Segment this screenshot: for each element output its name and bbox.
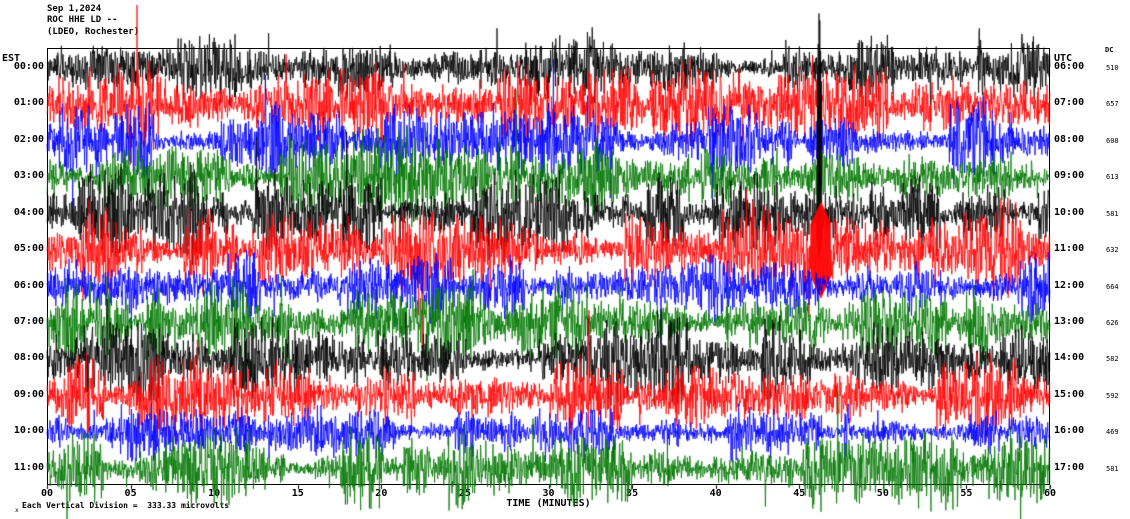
- right-hour-label: 12:00: [1054, 279, 1085, 291]
- left-hour-label: 03:00: [13, 170, 44, 182]
- right-hour-label: 11:00: [1054, 243, 1085, 255]
- right-hour-label: 15:00: [1054, 388, 1085, 400]
- left-hour-label: 01:00: [13, 97, 44, 109]
- right-hour-label: 09:00: [1054, 170, 1085, 182]
- right-hour-label: 16:00: [1054, 425, 1085, 437]
- right-hour-label: 08:00: [1054, 133, 1085, 145]
- right-hour-label: 14:00: [1054, 352, 1085, 364]
- dc-value: 592: [1106, 391, 1119, 400]
- dc-value: 632: [1106, 246, 1119, 255]
- dc-value: 582: [1106, 355, 1119, 364]
- left-hour-label: 09:00: [13, 388, 44, 400]
- dc-value: 626: [1106, 318, 1119, 327]
- left-hour-label: 11:00: [13, 461, 44, 473]
- left-hour-label: 00:00: [13, 61, 44, 73]
- right-hour-label: 17:00: [1054, 461, 1085, 473]
- station-label: ROC HHE LD --: [47, 15, 118, 25]
- dc-value: 608: [1106, 136, 1119, 145]
- right-hour-label: 13:00: [1054, 315, 1085, 327]
- right-hour-label: 10:00: [1054, 206, 1085, 218]
- location-label: (LDEO, Rochester): [47, 27, 140, 37]
- dc-axis-title: DC: [1105, 46, 1114, 54]
- scale-note: Each Vertical Division = 333.33 microvol…: [22, 501, 230, 510]
- dc-value: 581: [1106, 209, 1119, 218]
- plot-area: [47, 48, 1050, 485]
- left-hour-label: 05:00: [13, 243, 44, 255]
- dc-value: 469: [1106, 428, 1119, 437]
- left-hour-label: 04:00: [13, 206, 44, 218]
- dc-value: 664: [1106, 282, 1119, 291]
- dc-value: 581: [1106, 464, 1119, 473]
- left-hour-label: 07:00: [13, 315, 44, 327]
- left-hour-label: 10:00: [13, 425, 44, 437]
- dc-value: 657: [1106, 100, 1119, 109]
- dc-value: 510: [1106, 64, 1119, 73]
- left-hour-label: 02:00: [13, 133, 44, 145]
- left-hour-label: 08:00: [13, 352, 44, 364]
- dc-value: 613: [1106, 173, 1119, 182]
- right-hour-label: 06:00: [1054, 61, 1085, 73]
- left-hour-label: 06:00: [13, 279, 44, 291]
- axis-marker: x: [15, 507, 19, 514]
- date-label: Sep 1,2024: [47, 4, 102, 14]
- right-hour-label: 07:00: [1054, 97, 1085, 109]
